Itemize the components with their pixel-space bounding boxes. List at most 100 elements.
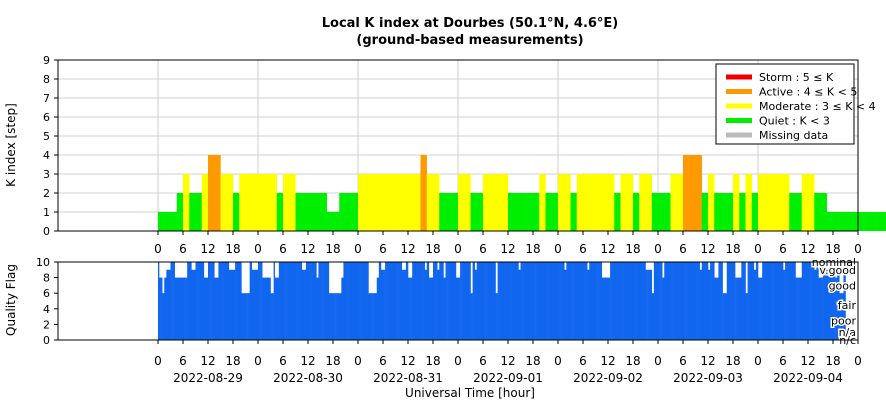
quality-flag-bar (784, 269, 786, 340)
quality-flag-bar (442, 262, 444, 340)
quality-flag-bar (164, 277, 166, 340)
quality-flag-bar (573, 262, 575, 340)
quality-flag-bar (168, 269, 170, 340)
k-index-bar (233, 193, 240, 231)
quality-flag-bar (618, 262, 620, 340)
quality-flag-bar (840, 293, 842, 340)
quality-flag-bar (486, 262, 488, 340)
quality-flag-bar (312, 262, 314, 340)
k-panel-ylabel: K index [step] (4, 103, 18, 187)
quality-flag-bar (178, 277, 181, 340)
quality-flag-bar (551, 262, 554, 340)
date-label: 2022-09-04 (773, 371, 843, 385)
quality-flag-bar (799, 277, 802, 340)
chart-subtitle: (ground-based measurements) (356, 33, 583, 48)
quality-flag-bar (695, 262, 697, 340)
quality-x-tick-label: 0 (554, 354, 562, 368)
quality-flag-bar (174, 277, 177, 340)
quality-flag-bar (383, 269, 385, 340)
k-index-bar (601, 174, 609, 231)
quality-flag-bar (531, 262, 534, 340)
k-index-bar (401, 174, 409, 231)
k-index-bar (770, 174, 777, 231)
quality-flag-bar (192, 269, 194, 340)
quality-flag-bar (425, 269, 428, 340)
quality-flag-bar (778, 262, 781, 340)
quality-flag-bar (528, 262, 531, 340)
quality-flag-bar (805, 262, 808, 340)
quality-flag-bar (745, 293, 747, 340)
k-index-bar (751, 193, 759, 231)
quality-flag-bar (827, 269, 830, 340)
quality-flag-bar (172, 262, 174, 340)
quality-flag-bar (553, 262, 556, 340)
quality-flag-bar (842, 293, 844, 340)
quality-flag-bar (793, 262, 795, 340)
quality-flag-bar (303, 269, 306, 340)
k-index-bar (720, 193, 727, 231)
quality-flag-bar (277, 277, 280, 340)
quality-flag-bar (422, 262, 424, 340)
quality-flag-bar (763, 262, 765, 340)
quality-flag-bar (773, 262, 775, 340)
quality-flag-bar (593, 262, 595, 340)
quality-flag-bar (614, 262, 616, 340)
quality-flag-bar (453, 262, 456, 340)
k-index-bar (314, 193, 321, 231)
quality-flag-bar (606, 277, 609, 340)
quality-flag-bar (617, 262, 619, 340)
quality-flag-bar (395, 262, 397, 340)
quality-flag-bar (523, 262, 525, 340)
quality-flag-bar (556, 262, 559, 340)
quality-flag-bar (689, 262, 691, 340)
quality-flag-bar (493, 262, 495, 340)
quality-flag-bar (798, 277, 800, 340)
quality-flag-bar (514, 262, 516, 340)
quality-flag-bar (181, 277, 184, 340)
k-index-bar (495, 174, 502, 231)
k-index-bar (683, 155, 690, 231)
quality-flag-bar (289, 262, 291, 340)
quality-flag-bar (640, 262, 642, 340)
quality-flag-bar (188, 262, 190, 340)
quality-flag-bar (631, 262, 634, 340)
k-x-tick-label: 0 (654, 242, 662, 256)
quality-flag-bar (595, 262, 597, 340)
quality-flag-bar (837, 262, 839, 340)
quality-flag-bar (541, 262, 543, 340)
quality-flag-bar (385, 262, 387, 340)
quality-flag-bar (452, 262, 455, 340)
quality-flag-bar (652, 293, 655, 340)
k-index-bar (183, 174, 190, 231)
quality-flag-bar (534, 262, 536, 340)
quality-flag-bar (589, 262, 591, 340)
quality-flag-bar (343, 262, 345, 340)
quality-flag-bar (239, 262, 241, 340)
k-x-tick-label: 0 (254, 242, 262, 256)
quality-flag-bar (705, 262, 708, 340)
quality-flag-bar (540, 262, 542, 340)
k-index-bar (764, 174, 771, 231)
quality-flag-bar (187, 262, 189, 340)
quality-flag-bar (286, 262, 288, 340)
quality-flag-bar (624, 262, 627, 340)
quality-flag-bar (211, 262, 213, 340)
quality-flag-bar (431, 277, 434, 340)
quality-flag-bar (675, 262, 678, 340)
k-x-tick-label: 18 (725, 242, 740, 256)
k-index-bar (195, 193, 202, 231)
quality-flag-bar (414, 262, 416, 340)
quality-flag-bar (320, 262, 322, 340)
quality-flag-bar (750, 262, 753, 340)
quality-flag-bar (193, 269, 195, 340)
quality-flag-bar (346, 262, 348, 340)
quality-flag-bar (477, 262, 480, 340)
k-index-bar (864, 212, 871, 231)
k-index-bar (451, 193, 459, 231)
quality-flag-bar (339, 293, 341, 340)
quality-flag-bar (525, 262, 528, 340)
quality-flag-bar (510, 262, 512, 340)
quality-flag-bar (834, 262, 836, 340)
quality-flag-bar (264, 277, 266, 340)
quality-flag-bar (358, 262, 360, 340)
